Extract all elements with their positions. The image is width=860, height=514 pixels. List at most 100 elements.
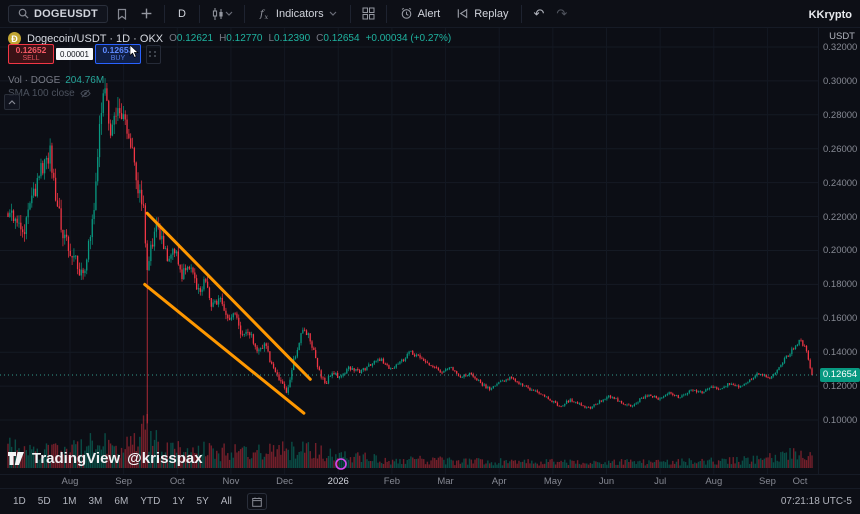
volume-value: 204.76M (65, 75, 105, 86)
time-axis-label: Sep (115, 476, 133, 487)
currency-unit[interactable]: USDT (829, 31, 855, 42)
sell-label: SELL (22, 55, 40, 63)
range-button-1d[interactable]: 1D (13, 496, 26, 507)
price-axis-label: 0.30000 (823, 75, 858, 87)
chart-legend: Đ Dogecoin/USDT · 1D · OKX O0.12621 H0.1… (8, 32, 451, 99)
layout-grid-button[interactable] (358, 5, 379, 22)
price-axis-label: 0.26000 (823, 143, 858, 155)
toolbar-separator (385, 4, 387, 23)
symbol-flag-icon[interactable] (112, 6, 132, 22)
grid-layout-icon (362, 7, 375, 20)
trade-widget: 0.12652 SELL 0.00001 0.12653 BUY (8, 44, 161, 64)
toolbar-separator (163, 4, 165, 23)
time-axis-label: Jul (654, 476, 667, 487)
chart-type-button[interactable] (207, 5, 237, 23)
close-value: 0.12654 (323, 33, 360, 44)
alert-label: Alert (417, 7, 441, 20)
toolbar-separator (243, 4, 245, 23)
price-axis-label: 0.24000 (823, 177, 858, 189)
go-to-date-button[interactable] (246, 493, 267, 510)
replay-icon (457, 8, 468, 19)
price-axis-label: 0.18000 (823, 279, 858, 291)
legend-collapse-button[interactable] (4, 94, 20, 110)
range-button-5y[interactable]: 5Y (196, 496, 209, 507)
volume-legend[interactable]: Vol · DOGE 204.76M (8, 75, 451, 86)
candlestick-icon (212, 7, 223, 20)
price-axis-label: 0.22000 (823, 211, 858, 223)
range-button-3m[interactable]: 3M (88, 496, 103, 507)
alert-button[interactable]: Alert (394, 5, 447, 22)
change-value: +0.00034 (+0.27%) (365, 33, 452, 44)
time-axis-label: Feb (383, 476, 401, 487)
time-axis-label: Oct (792, 476, 808, 487)
toolbar-separator (349, 4, 351, 23)
mouse-cursor (129, 44, 139, 58)
price-axis[interactable]: USDT 0.12654 0.32000 0.30000 0.28000 0.2600… (818, 28, 860, 474)
buy-button[interactable]: 0.12653 BUY (94, 44, 141, 64)
alarm-clock-icon (401, 7, 411, 19)
replay-button[interactable]: Replay (450, 5, 514, 22)
replay-label: Replay (474, 7, 509, 20)
symbol-search[interactable]: DOGEUSDT (8, 4, 108, 23)
trendline (145, 211, 312, 381)
sell-price: 0.12652 (15, 44, 47, 55)
toolbar-separator (198, 4, 200, 23)
redo-button[interactable]: ↷ (556, 5, 568, 21)
ohlc-values: O0.12621 H0.12770 L0.12390 C0.12654 +0.0… (169, 33, 452, 44)
spread-value: 0.00001 (56, 48, 93, 60)
time-axis-label: Nov (222, 476, 240, 487)
candlestick-chart[interactable] (0, 28, 818, 474)
time-axis-label: Sep (758, 476, 776, 487)
plus-icon (141, 8, 152, 19)
tradingview-logo (8, 452, 24, 465)
undo-button[interactable]: ↶ (533, 5, 545, 21)
toolbar-separator (521, 4, 523, 23)
time-axis[interactable]: Aug Sep Oct Nov Dec 2026 Feb Mar Apr May Jun Jul Aug… (0, 474, 818, 489)
legend-title[interactable]: Dogecoin/USDT · 1D · OKX (27, 32, 164, 45)
widget-drag-handle[interactable] (145, 44, 161, 64)
time-axis-label: Mar (437, 476, 454, 487)
low-value: 0.12390 (274, 33, 311, 44)
range-button-1y[interactable]: 1Y (172, 496, 185, 507)
interval-button[interactable]: D (172, 6, 192, 22)
dogecoin-icon: Đ (8, 32, 21, 45)
timezone-clock[interactable]: 07:21:18 UTC-5 (780, 496, 852, 507)
time-axis-label: 2026 (327, 476, 349, 487)
axis-corner (818, 474, 860, 489)
sma-label: SMA 100 close (8, 88, 75, 99)
price-axis-label: 0.14000 (823, 347, 858, 359)
price-axis-label: 0.16000 (823, 313, 858, 325)
price-axis-label: 0.20000 (823, 245, 858, 257)
calendar-icon (252, 497, 262, 507)
buy-price: 0.12653 (102, 44, 134, 55)
sma-legend[interactable]: SMA 100 close (8, 88, 451, 99)
range-button-6m[interactable]: 6M (114, 496, 129, 507)
price-axis-label: 0.10000 (823, 415, 858, 426)
open-value: 0.12621 (176, 33, 214, 44)
range-buttons: 1D 5D 1M 3M 6M YTD 1Y 5Y All (8, 493, 267, 510)
brand-name: TradingView (32, 450, 121, 467)
interval-label: D (177, 7, 186, 20)
price-axis-label: 0.28000 (823, 109, 858, 121)
time-axis-label: Dec (276, 476, 294, 487)
buy-label: BUY (110, 55, 126, 63)
range-button-all[interactable]: All (220, 496, 232, 507)
current-price-tag: 0.12654 (820, 368, 860, 382)
time-axis-label: Aug (61, 476, 79, 487)
sell-button[interactable]: 0.12652 SELL (8, 44, 54, 64)
chevron-down-icon (329, 11, 337, 16)
price-axis-label: 0.12000 (823, 381, 858, 393)
add-symbol-button[interactable] (136, 5, 157, 22)
range-button-5d[interactable]: 5D (37, 496, 51, 507)
username[interactable]: KKrypto (808, 8, 852, 21)
range-button-ytd[interactable]: YTD (140, 496, 161, 507)
chart-area[interactable]: Đ Dogecoin/USDT · 1D · OKX O0.12621 H0.1… (0, 28, 818, 474)
range-button-1m[interactable]: 1M (62, 496, 77, 507)
eye-off-icon[interactable] (80, 88, 91, 99)
chevron-up-icon (8, 99, 16, 104)
watermark: TradingView @krisspax (8, 450, 203, 467)
